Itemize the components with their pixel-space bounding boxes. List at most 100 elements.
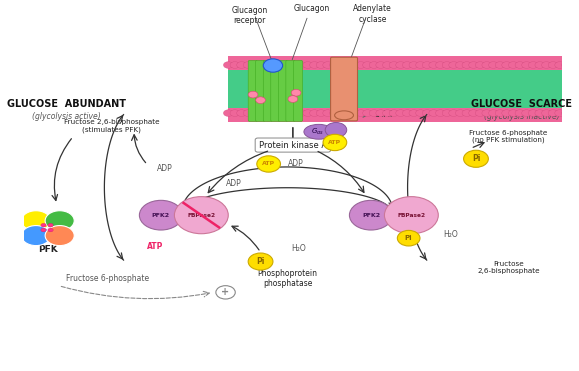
Circle shape [45,211,74,231]
Circle shape [303,62,313,68]
Text: Pi: Pi [405,235,412,241]
Circle shape [250,110,259,116]
Circle shape [230,110,240,116]
Bar [228,70,573,108]
Circle shape [356,62,366,68]
Circle shape [48,223,53,227]
Circle shape [383,110,392,116]
Circle shape [329,110,339,116]
Bar [228,108,573,122]
Circle shape [489,110,499,116]
Circle shape [323,62,332,68]
Circle shape [562,62,571,68]
Circle shape [383,62,392,68]
Text: +: + [222,288,230,297]
Text: Fructose
2,6-bisphosphate: Fructose 2,6-bisphosphate [477,260,540,274]
Circle shape [384,197,438,234]
Circle shape [21,211,50,231]
Circle shape [343,110,353,116]
Circle shape [349,110,359,116]
Circle shape [263,59,283,72]
Circle shape [248,91,258,98]
Text: H₂O: H₂O [291,244,306,253]
Circle shape [250,62,259,68]
Circle shape [270,62,280,68]
Circle shape [416,110,426,116]
Circle shape [522,110,532,116]
Circle shape [256,62,266,68]
Circle shape [489,62,499,68]
Text: FBPase2: FBPase2 [187,213,215,218]
Circle shape [535,62,545,68]
Circle shape [389,62,399,68]
Text: Adenylate
cyclase: Adenylate cyclase [353,4,392,24]
FancyBboxPatch shape [271,60,280,121]
Circle shape [555,110,565,116]
FancyBboxPatch shape [263,60,272,121]
Circle shape [283,62,293,68]
Circle shape [376,110,386,116]
Circle shape [174,197,228,234]
Circle shape [435,62,445,68]
Text: ATP: ATP [148,242,164,251]
Text: ADP: ADP [226,179,241,188]
Circle shape [230,62,240,68]
Circle shape [291,89,301,96]
Circle shape [263,62,273,68]
Circle shape [528,110,538,116]
Text: Fructose 6-phosphate: Fructose 6-phosphate [65,275,149,283]
Circle shape [568,110,578,116]
Circle shape [456,62,465,68]
Circle shape [243,62,253,68]
Circle shape [456,110,465,116]
Circle shape [422,110,432,116]
Circle shape [283,110,293,116]
Text: ATP: ATP [262,161,275,167]
Circle shape [349,200,393,230]
Circle shape [263,110,273,116]
Circle shape [248,253,273,270]
Circle shape [568,62,578,68]
Circle shape [562,110,571,116]
Circle shape [541,110,551,116]
Circle shape [389,110,399,116]
Circle shape [528,62,538,68]
Circle shape [482,62,492,68]
FancyBboxPatch shape [294,60,303,121]
Circle shape [276,110,286,116]
Text: Pi: Pi [472,154,480,163]
Text: Glucagon
receptor: Glucagon receptor [232,6,268,25]
Text: GLUCOSE  SCARCE: GLUCOSE SCARCE [471,99,572,109]
Circle shape [464,150,488,167]
Circle shape [48,228,53,232]
Circle shape [508,110,518,116]
Circle shape [535,110,545,116]
Circle shape [329,62,339,68]
Circle shape [422,62,432,68]
Circle shape [502,110,511,116]
Text: Fructose 6-phosphate
(no PFK stimulation): Fructose 6-phosphate (no PFK stimulation… [469,130,548,143]
Text: cAMP: cAMP [375,110,395,119]
Text: ADP: ADP [157,164,173,173]
Circle shape [140,200,182,230]
Circle shape [435,110,445,116]
Circle shape [256,97,265,104]
Text: PFK2: PFK2 [152,213,170,218]
Circle shape [290,110,299,116]
Text: G$_{\alpha s}$: G$_{\alpha s}$ [310,127,324,137]
Circle shape [290,62,299,68]
Circle shape [468,110,478,116]
Circle shape [316,110,326,116]
Circle shape [237,62,246,68]
Circle shape [349,62,359,68]
Circle shape [41,223,46,227]
Circle shape [310,110,319,116]
Circle shape [502,62,511,68]
Circle shape [508,62,518,68]
Circle shape [442,110,452,116]
Circle shape [336,110,346,116]
Circle shape [442,62,452,68]
Circle shape [449,62,459,68]
Text: PFK2: PFK2 [362,213,380,218]
FancyBboxPatch shape [331,57,357,121]
